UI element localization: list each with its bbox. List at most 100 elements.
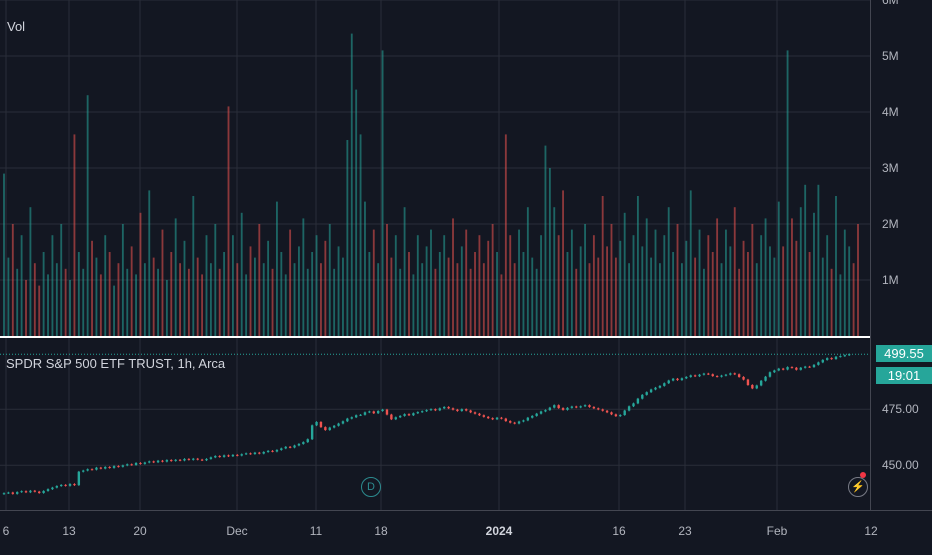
- candle-body[interactable]: [817, 362, 820, 365]
- volume-bar[interactable]: [302, 218, 305, 336]
- volume-bar[interactable]: [553, 207, 556, 336]
- volume-bar[interactable]: [381, 50, 384, 337]
- candle-body[interactable]: [152, 461, 155, 463]
- volume-bar[interactable]: [830, 268, 833, 336]
- candle-body[interactable]: [680, 378, 684, 381]
- volume-bar[interactable]: [619, 240, 622, 336]
- candle-body[interactable]: [293, 445, 296, 448]
- volume-bar[interactable]: [38, 285, 41, 336]
- volume-bar[interactable]: [148, 190, 151, 336]
- candle-body[interactable]: [513, 422, 516, 424]
- candle-body[interactable]: [310, 425, 314, 440]
- volume-bar[interactable]: [298, 246, 300, 336]
- candle-body[interactable]: [729, 373, 732, 375]
- volume-bar[interactable]: [412, 274, 415, 336]
- candle-body[interactable]: [773, 370, 776, 373]
- volume-bar[interactable]: [209, 263, 212, 336]
- volume-bar[interactable]: [20, 235, 23, 336]
- volume-bar[interactable]: [192, 196, 195, 336]
- candle-body[interactable]: [482, 415, 486, 417]
- candle-body[interactable]: [839, 356, 842, 358]
- volume-bar[interactable]: [645, 218, 648, 336]
- candle-body[interactable]: [117, 466, 120, 468]
- volume-bar[interactable]: [738, 268, 741, 336]
- volume-bar[interactable]: [214, 224, 217, 336]
- volume-bar[interactable]: [346, 140, 349, 336]
- volume-bar[interactable]: [465, 229, 468, 336]
- volume-bar[interactable]: [165, 280, 168, 336]
- volume-bar[interactable]: [711, 252, 714, 336]
- volume-bar[interactable]: [531, 257, 534, 336]
- volume-bar[interactable]: [848, 246, 851, 336]
- candle-body[interactable]: [465, 409, 468, 411]
- candle-body[interactable]: [500, 417, 503, 419]
- candle-body[interactable]: [764, 376, 767, 381]
- candle-body[interactable]: [95, 467, 98, 470]
- candle-body[interactable]: [610, 412, 613, 415]
- volume-bar[interactable]: [249, 246, 252, 336]
- candle-body[interactable]: [553, 405, 556, 408]
- candle-body[interactable]: [38, 491, 41, 493]
- volume-bar[interactable]: [654, 229, 657, 336]
- volume-bar[interactable]: [258, 224, 261, 336]
- volume-bar[interactable]: [562, 190, 564, 336]
- candle-body[interactable]: [412, 413, 415, 416]
- volume-bar[interactable]: [667, 207, 670, 336]
- candle-body[interactable]: [231, 454, 235, 457]
- volume-bar[interactable]: [328, 224, 331, 336]
- candle-body[interactable]: [579, 406, 582, 408]
- volume-bar[interactable]: [174, 218, 177, 336]
- volume-bar[interactable]: [518, 229, 520, 336]
- candle-body[interactable]: [447, 406, 450, 409]
- volume-bar[interactable]: [227, 106, 230, 337]
- candle-body[interactable]: [112, 466, 116, 468]
- candle-body[interactable]: [755, 385, 758, 389]
- candle-body[interactable]: [350, 417, 353, 419]
- candle-body[interactable]: [575, 406, 578, 408]
- volume-bar[interactable]: [108, 252, 111, 336]
- candle-body[interactable]: [244, 453, 248, 455]
- volume-bar[interactable]: [25, 280, 27, 336]
- candle-body[interactable]: [425, 410, 428, 412]
- volume-bar[interactable]: [509, 235, 512, 336]
- candle-body[interactable]: [332, 425, 336, 428]
- volume-bar[interactable]: [245, 274, 248, 336]
- candle-body[interactable]: [82, 470, 85, 472]
- volume-bar[interactable]: [64, 268, 67, 336]
- volume-bar[interactable]: [152, 257, 155, 336]
- volume-bar[interactable]: [641, 246, 644, 336]
- candle-body[interactable]: [390, 414, 393, 420]
- candle-body[interactable]: [790, 367, 794, 369]
- volume-bar[interactable]: [320, 263, 322, 336]
- candle-body[interactable]: [711, 374, 714, 377]
- volume-bar[interactable]: [95, 257, 98, 336]
- candle-body[interactable]: [108, 466, 111, 468]
- candle-body[interactable]: [443, 406, 446, 409]
- volume-bar[interactable]: [16, 268, 19, 336]
- volume-bar[interactable]: [157, 268, 159, 336]
- volume-bar[interactable]: [760, 235, 763, 336]
- candle-body[interactable]: [768, 372, 772, 377]
- candle-body[interactable]: [478, 413, 481, 416]
- volume-bar[interactable]: [113, 285, 115, 336]
- volume-bar[interactable]: [47, 274, 49, 336]
- candle-body[interactable]: [702, 373, 706, 375]
- candle-body[interactable]: [187, 458, 191, 460]
- volume-bar[interactable]: [843, 229, 846, 336]
- candle-body[interactable]: [742, 376, 745, 380]
- candle-body[interactable]: [592, 406, 596, 409]
- volume-bar[interactable]: [676, 224, 679, 336]
- candle-body[interactable]: [645, 392, 648, 395]
- volume-bar[interactable]: [280, 252, 283, 336]
- candle-body[interactable]: [284, 446, 287, 449]
- volume-bar[interactable]: [650, 257, 653, 336]
- volume-bar[interactable]: [205, 235, 208, 336]
- volume-bar[interactable]: [575, 268, 578, 336]
- volume-bar[interactable]: [513, 263, 516, 336]
- candle-body[interactable]: [724, 374, 728, 376]
- candle-body[interactable]: [328, 427, 331, 431]
- candle-body[interactable]: [460, 409, 464, 411]
- volume-bar[interactable]: [223, 252, 226, 336]
- candle-body[interactable]: [676, 378, 679, 381]
